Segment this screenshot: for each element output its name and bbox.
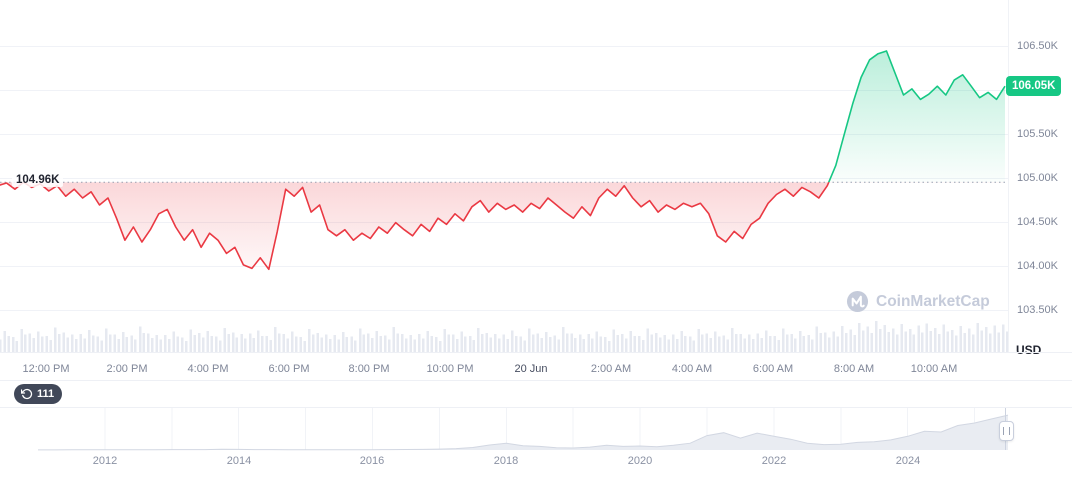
area-fill-below-baseline [0, 182, 1005, 270]
y-axis-label: 104.50K [1017, 216, 1058, 228]
x-axis-label: 4:00 AM [671, 363, 713, 375]
grip-icon [1003, 427, 1010, 435]
price-line-green [22, 50, 1006, 183]
x-axis-label: 10:00 PM [426, 363, 474, 375]
y-axis-label: 104.00K [1017, 260, 1058, 272]
navigator-year-label: 2012 [92, 455, 118, 467]
navigator-year-label: 2022 [761, 455, 787, 467]
x-axis-label: 8:00 AM [833, 363, 875, 375]
x-axis-label: 2:00 PM [106, 363, 148, 375]
x-axis-label: 10:00 AM [910, 363, 958, 375]
price-line-chart[interactable] [0, 0, 1008, 352]
history-count: 111 [37, 388, 55, 400]
volume-bars [0, 321, 1008, 352]
y-axis-label: 105.00K [1017, 172, 1058, 184]
currency-unit-label: USD [1016, 343, 1042, 357]
coinmarketcap-logo-icon [846, 290, 869, 313]
y-axis-label: 106.50K [1017, 40, 1058, 52]
x-axis-label: 4:00 PM [187, 363, 229, 375]
x-axis-label: 20 Jun [514, 363, 548, 375]
x-axis-label: 2:00 AM [590, 363, 632, 375]
bar-replay-pill[interactable]: 111 [14, 384, 63, 404]
navigator-line [38, 414, 1009, 451]
watermark-text: CoinMarketCap [876, 292, 990, 310]
history-icon [21, 388, 33, 400]
navigator-year-label: 2016 [359, 455, 385, 467]
time-axis[interactable]: 12:00 PM 2:00 PM 4:00 PM 6:00 PM 8:00 PM 10:0… [0, 352, 1008, 380]
last-price-badge: 106.05K [1006, 76, 1062, 96]
navigator-year-axis: 2012 2014 2016 2018 2020 2022 2024 [0, 452, 1072, 472]
x-axis-label: 6:00 AM [752, 363, 794, 375]
navigator-year-label: 2018 [493, 455, 519, 467]
row-divider [0, 380, 1072, 381]
area-fill-above-baseline [828, 51, 1005, 183]
axis-divider [0, 352, 1072, 353]
baseline-price-label: 104.96K [12, 173, 64, 187]
y-axis-label: 105.50K [1017, 128, 1058, 140]
navigator-resize-handle[interactable] [999, 421, 1014, 441]
price-axis[interactable]: 106.50K 105.50K 105.00K 104.50K 104.00K 103.5… [1008, 0, 1072, 352]
gridlines [0, 46, 1008, 312]
navigator-year-label: 2020 [627, 455, 653, 467]
x-axis-label: 8:00 PM [348, 363, 390, 375]
y-axis-label: 103.50K [1017, 304, 1058, 316]
navigator-divider [0, 407, 1072, 408]
x-axis-label: 6:00 PM [268, 363, 310, 375]
navigator-area [38, 415, 1008, 450]
navigator-year-label: 2014 [226, 455, 252, 467]
coinmarketcap-watermark: CoinMarketCap [846, 290, 990, 313]
navigator-year-label: 2024 [895, 455, 921, 467]
range-navigator-chart[interactable] [0, 408, 1072, 452]
price-line-red [0, 182, 830, 271]
x-axis-label: 12:00 PM [22, 363, 70, 375]
